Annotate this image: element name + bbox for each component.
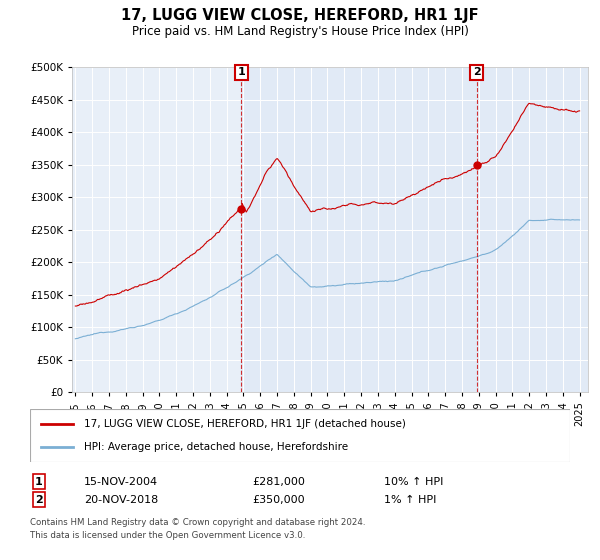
- Text: 1: 1: [35, 477, 43, 487]
- Text: Price paid vs. HM Land Registry's House Price Index (HPI): Price paid vs. HM Land Registry's House …: [131, 25, 469, 38]
- Text: 17, LUGG VIEW CLOSE, HEREFORD, HR1 1JF: 17, LUGG VIEW CLOSE, HEREFORD, HR1 1JF: [121, 8, 479, 24]
- Text: £281,000: £281,000: [252, 477, 305, 487]
- Text: 1% ↑ HPI: 1% ↑ HPI: [384, 494, 436, 505]
- Text: Contains HM Land Registry data © Crown copyright and database right 2024.
This d: Contains HM Land Registry data © Crown c…: [30, 519, 365, 540]
- Text: £350,000: £350,000: [252, 494, 305, 505]
- Text: 15-NOV-2004: 15-NOV-2004: [84, 477, 158, 487]
- Text: 2: 2: [35, 494, 43, 505]
- Text: 1: 1: [238, 67, 245, 77]
- Text: 10% ↑ HPI: 10% ↑ HPI: [384, 477, 443, 487]
- Text: HPI: Average price, detached house, Herefordshire: HPI: Average price, detached house, Here…: [84, 442, 348, 452]
- FancyBboxPatch shape: [30, 409, 570, 462]
- Bar: [241, 67, 588, 392]
- Text: 2: 2: [473, 67, 481, 77]
- Text: 17, LUGG VIEW CLOSE, HEREFORD, HR1 1JF (detached house): 17, LUGG VIEW CLOSE, HEREFORD, HR1 1JF (…: [84, 419, 406, 429]
- Text: 20-NOV-2018: 20-NOV-2018: [84, 494, 158, 505]
